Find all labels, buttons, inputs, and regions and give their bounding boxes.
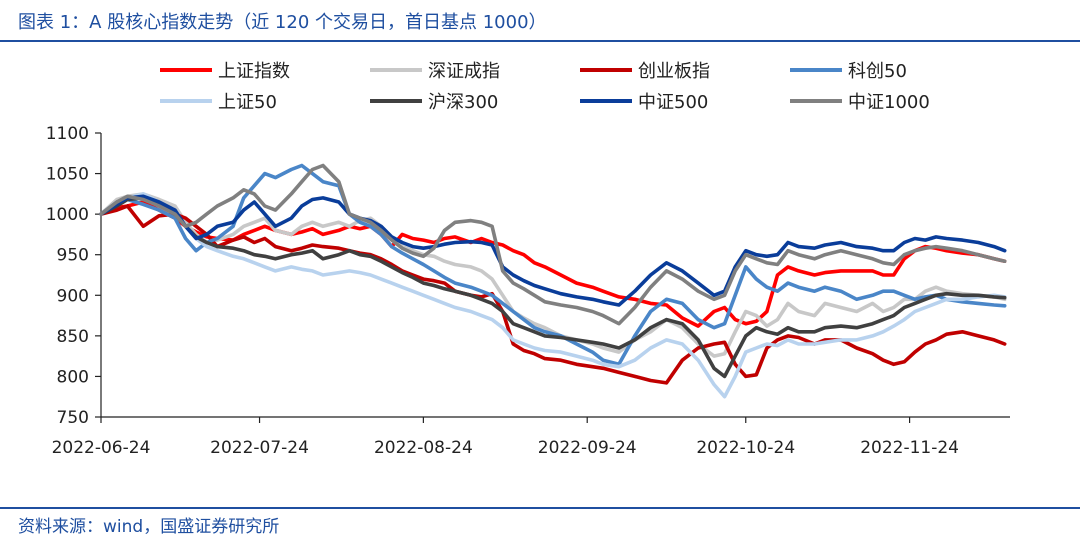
legend-label: 上证50 <box>218 92 277 113</box>
source-note: 资料来源：wind，国盛证券研究所 <box>18 517 280 537</box>
y-tick-label: 1100 <box>46 124 89 144</box>
y-tick-label: 750 <box>57 408 89 428</box>
legend-label: 中证500 <box>638 92 708 113</box>
legend-label: 深证成指 <box>428 61 500 82</box>
x-tick-label: 2022-07-24 <box>210 438 309 458</box>
title-rule <box>0 40 1080 42</box>
chart-legend: 上证指数 深证成指 创业板指 科创50 上证50 沪深300 中证500 中证1000 <box>160 61 930 113</box>
series-line-1 <box>99 200 1007 328</box>
y-tick-label: 850 <box>57 327 89 347</box>
x-tick-label: 2022-11-24 <box>860 438 959 458</box>
x-tick-label: 2022-08-24 <box>374 438 473 458</box>
figure-title: 图表 1：A 股核心指数走势（近 120 个交易日，首日基点 1000） <box>18 12 547 33</box>
y-tick-label: 1000 <box>46 205 89 225</box>
y-axis: 750 800 850 900 950 1000 1050 1100 <box>46 124 102 428</box>
series-line-6 <box>99 196 1007 379</box>
legend-label: 上证指数 <box>218 61 290 82</box>
x-tick-label: 2022-06-24 <box>52 438 151 458</box>
y-tick-label: 950 <box>57 246 89 266</box>
x-tick-label: 2022-10-24 <box>696 438 795 458</box>
series-line-5 <box>99 192 1007 399</box>
series-line-4 <box>99 163 1007 367</box>
legend-label: 中证1000 <box>848 92 930 113</box>
legend-label: 科创50 <box>848 61 907 82</box>
series-line-2 <box>99 192 1007 358</box>
legend-label: 创业板指 <box>638 61 710 82</box>
series-line-3 <box>99 204 1007 385</box>
y-tick-label: 1050 <box>46 165 89 185</box>
y-tick-label: 900 <box>57 286 89 306</box>
series-line-8 <box>99 163 1007 326</box>
series-layer <box>99 163 1007 399</box>
x-axis: 2022-06-24 2022-07-24 2022-08-24 2022-09-24… <box>52 416 1010 458</box>
line-chart: 上证指数 深证成指 创业板指 科创50 上证50 沪深300 中证500 中证1000 750… <box>46 61 1010 458</box>
y-tick-label: 800 <box>57 367 89 387</box>
legend-label: 沪深300 <box>428 92 498 113</box>
x-tick-label: 2022-09-24 <box>538 438 637 458</box>
source-rule <box>0 507 1080 509</box>
series-line-7 <box>99 194 1007 307</box>
